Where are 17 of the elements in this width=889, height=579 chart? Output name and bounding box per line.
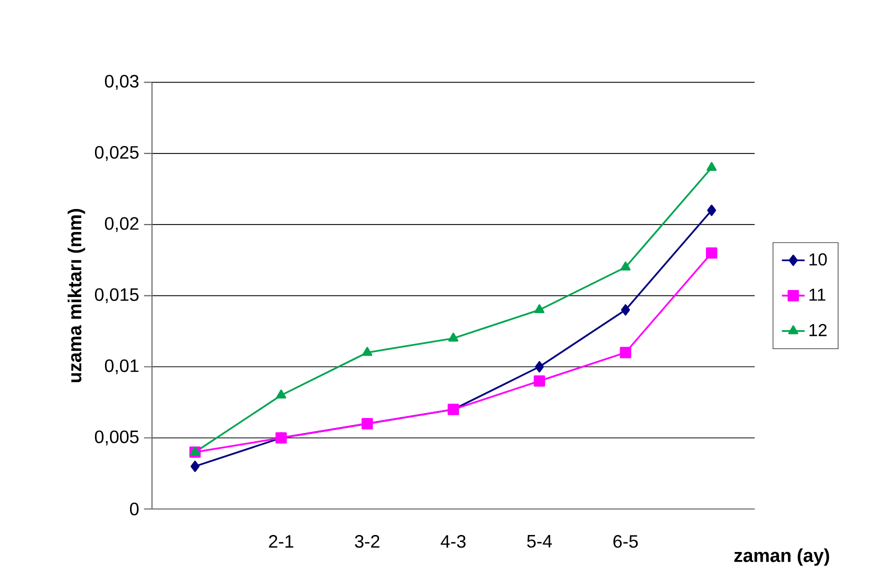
x-tick-label: 3-2	[354, 535, 380, 548]
x-tick-label: 2-1	[269, 535, 294, 548]
y-tick-label: 0,015	[94, 288, 139, 304]
legend-label: 11	[809, 288, 826, 301]
y-axis-title: uzama miktarı (mm)	[68, 208, 86, 382]
x-tick-label: 4-3	[440, 535, 466, 548]
y-tick-label: 0,005	[94, 430, 139, 446]
y-tick-label: 0,03	[104, 74, 138, 90]
x-axis-title: zaman (ay)	[734, 548, 830, 566]
y-tick-label: 0,01	[104, 359, 138, 374]
y-tick-label: 0	[130, 502, 139, 516]
y-tick-label: 0,025	[94, 146, 139, 161]
legend-label: 10	[809, 253, 827, 266]
x-tick-label: 5-4	[527, 535, 552, 548]
y-tick-label: 0,02	[104, 217, 138, 232]
legend-label: 12	[809, 324, 827, 336]
x-tick-label: 6-5	[613, 535, 638, 548]
